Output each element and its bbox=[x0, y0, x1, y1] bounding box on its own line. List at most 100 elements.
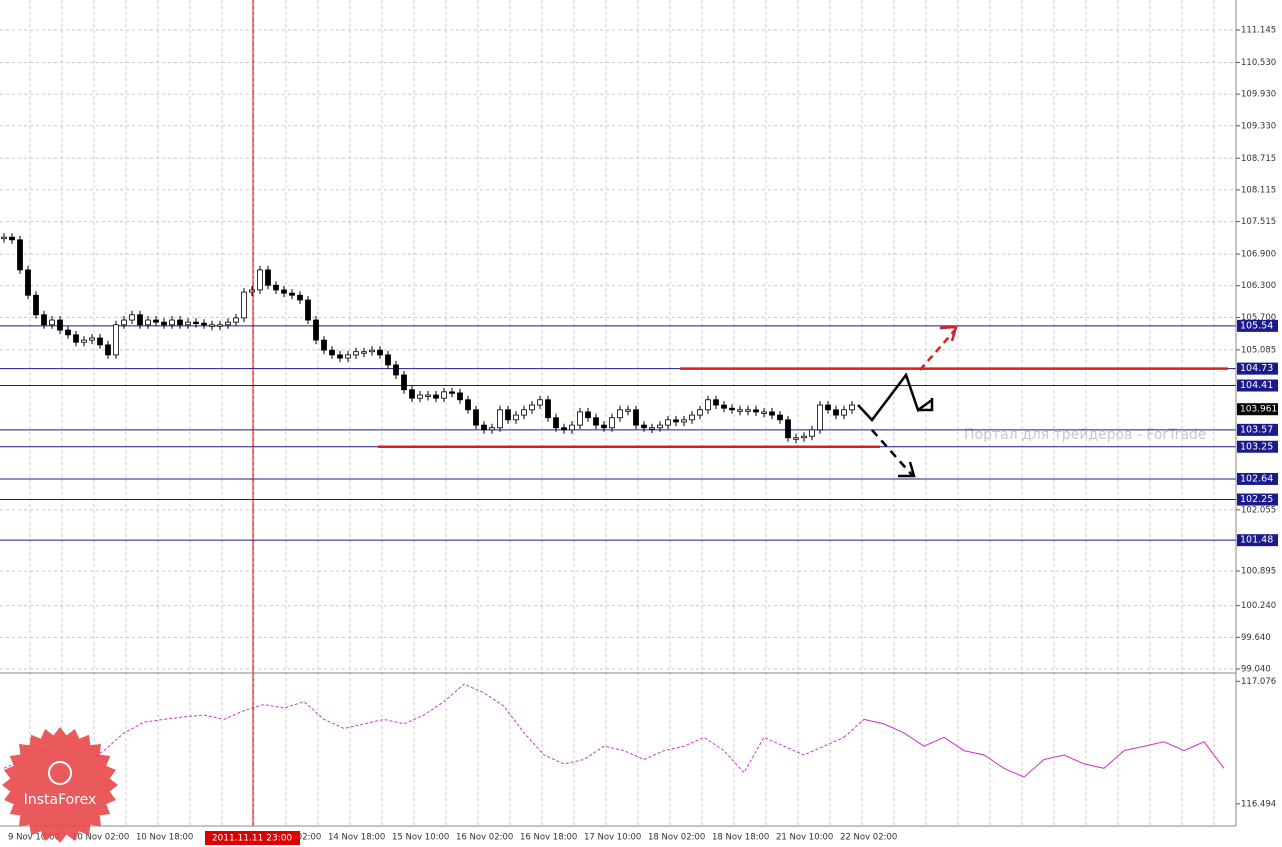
candle bbox=[321, 339, 327, 351]
indicator-line bbox=[863, 718, 1225, 778]
candle bbox=[825, 404, 831, 411]
candle bbox=[833, 409, 839, 416]
candle bbox=[785, 419, 791, 439]
candle bbox=[473, 409, 479, 426]
x-tick-label: 10 Nov 18:00 bbox=[136, 833, 193, 843]
y-tick-label: 105.085 bbox=[1241, 345, 1276, 355]
x-tick-label: 16 Nov 02:00 bbox=[456, 833, 513, 843]
candle bbox=[425, 394, 431, 397]
candle bbox=[705, 399, 711, 411]
candle bbox=[89, 337, 95, 341]
candle bbox=[537, 399, 543, 406]
candle bbox=[241, 291, 247, 319]
y-tick-label: 105.700 bbox=[1241, 313, 1276, 323]
y-tick-label: 116.494 bbox=[1241, 799, 1276, 809]
logo-text: InstaForex bbox=[24, 792, 97, 808]
candle bbox=[209, 324, 215, 327]
candle bbox=[849, 404, 855, 411]
candle bbox=[641, 424, 647, 429]
candle bbox=[729, 407, 735, 411]
y-tick-label: 109.930 bbox=[1241, 90, 1276, 100]
candle bbox=[561, 427, 567, 431]
x-tick-label: 16 Nov 18:00 bbox=[520, 833, 577, 843]
y-tick-label: 99.040 bbox=[1241, 664, 1271, 674]
price-axis-bg bbox=[1236, 0, 1282, 847]
y-tick-label: 100.240 bbox=[1241, 601, 1276, 611]
candle bbox=[217, 324, 223, 327]
level-label: 104.73 bbox=[1240, 363, 1273, 374]
candle bbox=[617, 409, 623, 419]
candle bbox=[225, 321, 231, 326]
forecast-up-head bbox=[939, 325, 958, 342]
candle bbox=[257, 269, 263, 291]
candle bbox=[177, 319, 183, 326]
candle bbox=[81, 339, 87, 343]
candle bbox=[41, 314, 47, 326]
candle bbox=[689, 414, 695, 421]
y-tick-label: 102.055 bbox=[1241, 505, 1276, 515]
y-tick-label: 106.300 bbox=[1241, 281, 1276, 291]
candle bbox=[337, 354, 343, 359]
candle bbox=[353, 351, 359, 356]
candle bbox=[73, 334, 79, 343]
candle bbox=[609, 417, 615, 429]
level-label-bg bbox=[1237, 319, 1278, 332]
candle bbox=[681, 419, 687, 423]
candle bbox=[817, 404, 823, 431]
marker-label: 2011.11.11 23:00 bbox=[212, 834, 293, 844]
y-tick-label: 108.115 bbox=[1241, 185, 1276, 195]
x-tick-label: 9 Nov 10:00 bbox=[8, 833, 60, 843]
y-tick-label: 110.530 bbox=[1241, 58, 1276, 68]
candle bbox=[193, 321, 199, 325]
candle bbox=[545, 399, 551, 419]
level-label-bg bbox=[1237, 423, 1278, 436]
candle bbox=[297, 294, 303, 301]
y-tick-label: 106.900 bbox=[1241, 250, 1276, 260]
level-label: 102.64 bbox=[1240, 473, 1273, 484]
candle bbox=[49, 319, 55, 326]
level-label: 103.25 bbox=[1240, 441, 1273, 452]
candle bbox=[369, 349, 375, 353]
candle bbox=[465, 399, 471, 411]
x-tick-label: 10 Nov 02:00 bbox=[72, 833, 129, 843]
candle bbox=[793, 437, 799, 440]
candle bbox=[457, 392, 463, 401]
candle bbox=[441, 391, 447, 399]
indicator-line-past bbox=[3, 683, 845, 774]
candle bbox=[249, 289, 255, 293]
candle bbox=[185, 321, 191, 326]
candle bbox=[489, 427, 495, 431]
candle bbox=[33, 294, 39, 316]
level-label-bg bbox=[1237, 379, 1278, 392]
candle bbox=[585, 411, 591, 419]
candle bbox=[433, 394, 439, 399]
candle bbox=[505, 409, 511, 421]
candle bbox=[449, 391, 455, 394]
candle bbox=[513, 414, 519, 421]
candle bbox=[105, 344, 111, 356]
level-label-bg bbox=[1237, 472, 1278, 485]
forecast-down bbox=[871, 429, 913, 476]
plot bbox=[0, 233, 1236, 778]
y-tick-label: 99.640 bbox=[1241, 633, 1271, 643]
candle bbox=[809, 429, 815, 437]
candle bbox=[521, 409, 527, 416]
forecast-up bbox=[919, 329, 956, 371]
candle bbox=[233, 317, 239, 323]
level-label: 104.41 bbox=[1240, 380, 1273, 391]
candle bbox=[265, 269, 271, 286]
forecast-path bbox=[857, 372, 933, 422]
candle bbox=[201, 322, 207, 326]
logo: InstaForex bbox=[2, 727, 118, 843]
candle bbox=[169, 319, 175, 326]
candle bbox=[273, 284, 279, 291]
candle bbox=[113, 324, 119, 356]
candle bbox=[121, 319, 127, 326]
marker-label-bg bbox=[205, 831, 300, 845]
candle bbox=[145, 319, 151, 326]
candle bbox=[529, 404, 535, 411]
grid bbox=[0, 0, 1236, 826]
candle bbox=[697, 409, 703, 416]
